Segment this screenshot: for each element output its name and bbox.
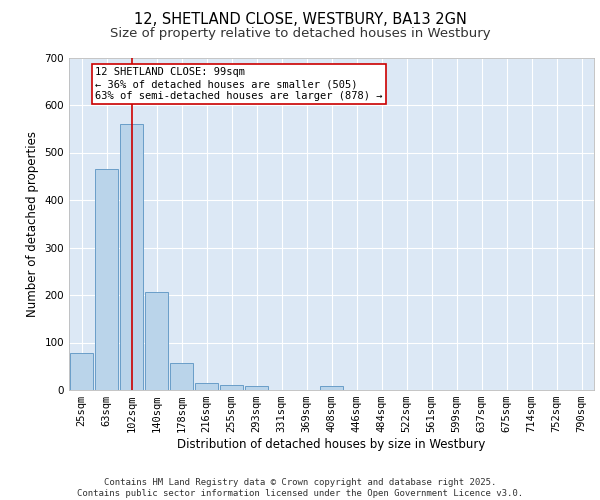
X-axis label: Distribution of detached houses by size in Westbury: Distribution of detached houses by size … <box>178 438 485 451</box>
Bar <box>70 353 93 390</box>
Text: Size of property relative to detached houses in Westbury: Size of property relative to detached ho… <box>110 28 490 40</box>
Bar <box>320 386 343 390</box>
Bar <box>170 363 193 390</box>
Y-axis label: Number of detached properties: Number of detached properties <box>26 130 39 317</box>
Text: 12, SHETLAND CLOSE, WESTBURY, BA13 2GN: 12, SHETLAND CLOSE, WESTBURY, BA13 2GN <box>134 12 466 28</box>
Text: Contains HM Land Registry data © Crown copyright and database right 2025.
Contai: Contains HM Land Registry data © Crown c… <box>77 478 523 498</box>
Bar <box>145 292 168 390</box>
Text: 12 SHETLAND CLOSE: 99sqm
← 36% of detached houses are smaller (505)
63% of semi-: 12 SHETLAND CLOSE: 99sqm ← 36% of detach… <box>95 68 383 100</box>
Bar <box>95 169 118 390</box>
Bar <box>195 384 218 390</box>
Bar <box>220 385 243 390</box>
Bar <box>245 386 268 390</box>
Bar <box>120 124 143 390</box>
